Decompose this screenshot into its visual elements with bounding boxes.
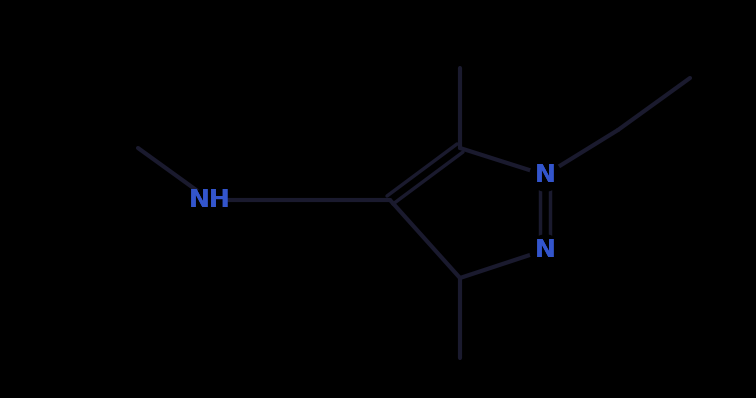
Point <box>539 247 551 253</box>
Point <box>204 197 216 203</box>
Point <box>539 172 551 178</box>
Text: NH: NH <box>189 188 231 212</box>
Text: N: N <box>534 163 556 187</box>
Text: N: N <box>534 238 556 262</box>
Text: N: N <box>534 238 556 262</box>
Text: N: N <box>534 163 556 187</box>
Text: NH: NH <box>189 188 231 212</box>
